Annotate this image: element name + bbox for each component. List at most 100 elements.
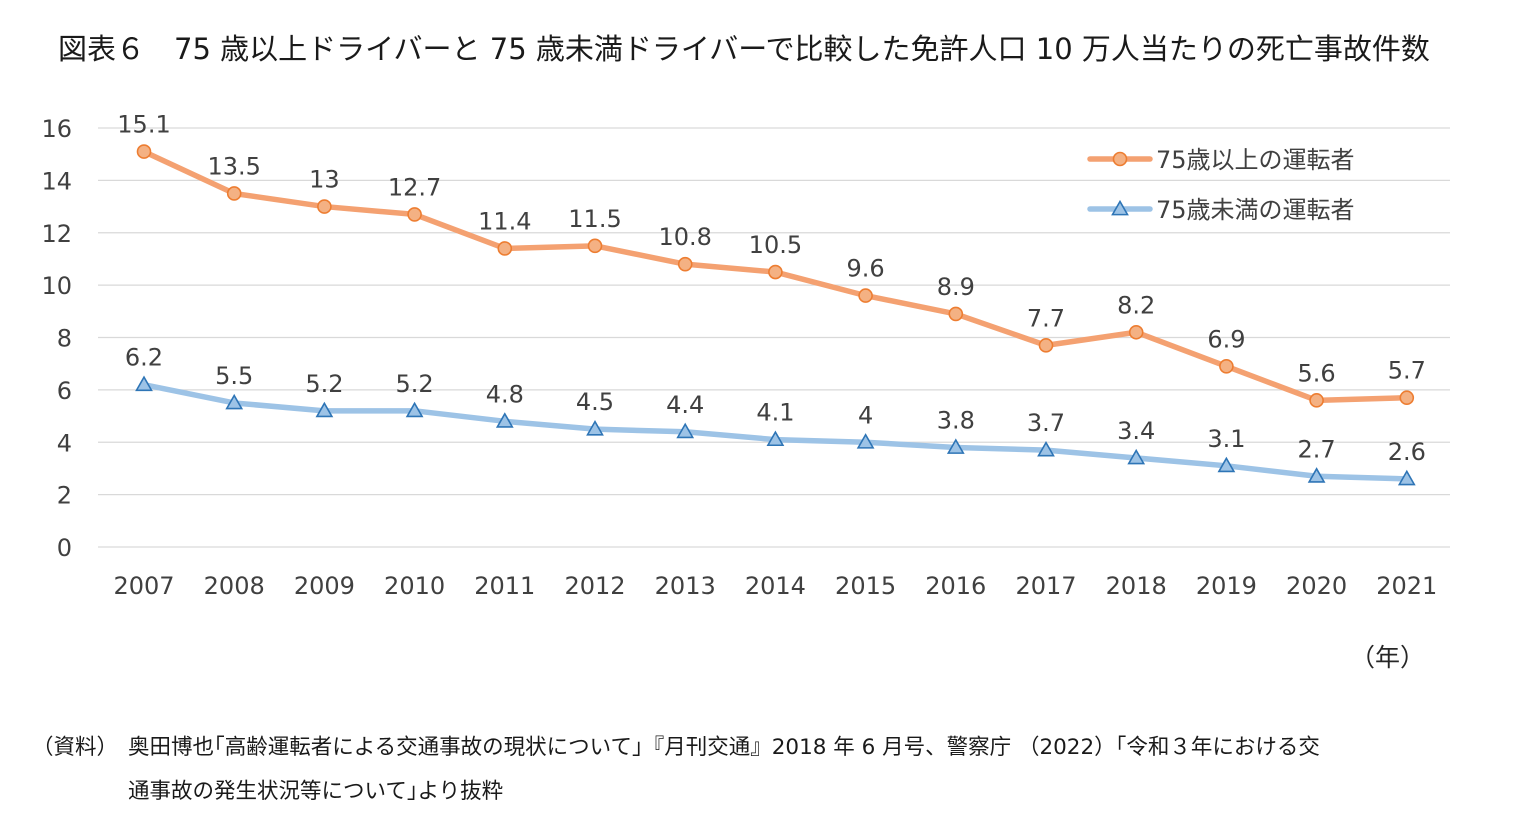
legend-marker-under75: [1111, 199, 1129, 216]
data-label-under75: 5.5: [215, 362, 253, 390]
data-point-over75: [317, 199, 332, 214]
data-point-under75: [676, 422, 695, 439]
y-tick-label: 14: [41, 167, 72, 195]
data-point-under75: [1037, 440, 1055, 457]
data-label-over75: 15.1: [117, 111, 170, 139]
data-label-over75: 13.5: [207, 152, 260, 180]
data-label-under75: 3.8: [937, 406, 975, 434]
data-point-over75: [768, 264, 783, 280]
data-labels: 15.1 13.5 13 12.7 11.4 11.5 10.8 10.5 9.6 8.9 7.7 8…: [117, 111, 1426, 466]
data-point-under75: [1217, 456, 1236, 473]
data-label-under75: 6.2: [125, 344, 163, 372]
legend-item-under75: 75歳未満の運転者: [1087, 196, 1355, 224]
data-point-over75: [497, 241, 513, 256]
x-tick-label: 2014: [745, 572, 806, 600]
data-label-under75: 4.8: [486, 380, 524, 408]
y-tick-label: 0: [57, 534, 72, 562]
data-label-under75: 4: [858, 401, 873, 429]
data-label-under75: 4.5: [576, 388, 614, 416]
legend-item-over75: 75歳以上の運転者: [1087, 146, 1355, 174]
data-label-under75: 2.7: [1298, 435, 1336, 463]
y-tick-label: 2: [57, 482, 72, 510]
legend-label-under75: 75歳未満の運転者: [1156, 196, 1355, 224]
source-line-1: （資料） 奥田博也｢高齢運転者による交通事故の現状について｣『月刊交通』2018 …: [32, 726, 1320, 770]
data-label-over75: 5.6: [1298, 359, 1336, 387]
data-point-over75: [1219, 359, 1234, 374]
x-tick-label: 2016: [925, 572, 986, 600]
data-point-over75: [677, 256, 693, 272]
data-point-under75: [1127, 448, 1146, 465]
x-axis-ticks: 2007 2008 2009 2010 2011 2012 2013 2014 2015 2016…: [113, 572, 1437, 600]
data-label-under75: 3.1: [1207, 425, 1245, 453]
data-point-under75: [586, 420, 604, 436]
legend-marker-over75: [1112, 151, 1128, 167]
data-label-under75: 4.4: [666, 391, 704, 419]
data-label-over75: 11.4: [478, 207, 531, 235]
data-label-under75: 2.6: [1388, 438, 1426, 466]
y-tick-label: 12: [41, 220, 72, 248]
data-label-over75: 11.5: [568, 205, 621, 233]
series-lines: [135, 144, 1416, 486]
x-tick-label: 2012: [564, 572, 625, 600]
data-label-under75: 4.1: [756, 399, 794, 427]
source-label: （資料）: [32, 735, 119, 760]
x-axis-unit-label: （年）: [1350, 643, 1426, 672]
data-point-over75: [136, 144, 152, 159]
data-point-over75: [948, 306, 964, 322]
data-point-under75: [856, 433, 875, 449]
data-label-over75: 13: [309, 166, 340, 194]
data-point-over75: [1128, 324, 1144, 340]
y-tick-label: 8: [57, 325, 72, 353]
data-point-under75: [946, 438, 965, 454]
y-axis-ticks: 0 2 4 6 8 10 12 14 16: [41, 115, 72, 562]
x-tick-label: 2018: [1106, 572, 1167, 600]
legend: 75歳以上の運転者 75歳未満の運転者: [1087, 146, 1355, 224]
legend-label-over75: 75歳以上の運転者: [1156, 146, 1355, 174]
y-tick-label: 6: [57, 377, 72, 405]
data-label-under75: 5.2: [305, 370, 343, 398]
data-label-over75: 6.9: [1207, 325, 1245, 353]
x-tick-label: 2008: [204, 572, 265, 600]
data-label-under75: 3.7: [1027, 409, 1065, 437]
data-point-over75: [587, 238, 603, 254]
data-label-over75: 10.8: [658, 223, 711, 251]
x-tick-label: 2019: [1196, 572, 1257, 600]
data-point-under75: [225, 393, 244, 410]
data-label-over75: 5.7: [1388, 357, 1426, 385]
x-tick-label: 2007: [113, 572, 174, 600]
data-point-under75: [766, 430, 785, 447]
x-tick-label: 2013: [655, 572, 716, 600]
x-tick-label: 2017: [1015, 572, 1076, 600]
x-tick-label: 2009: [294, 572, 355, 600]
x-tick-label: 2015: [835, 572, 896, 600]
y-tick-label: 4: [57, 429, 72, 457]
data-point-under75: [315, 401, 334, 418]
source-line-2: 通事故の発生状況等について｣より抜粋: [128, 779, 504, 804]
data-point-under75: [1397, 469, 1416, 486]
x-tick-label: 2010: [384, 572, 445, 600]
data-point-under75: [405, 401, 424, 418]
data-label-over75: 10.5: [749, 231, 802, 259]
source-note: （資料） 奥田博也｢高齢運転者による交通事故の現状について｣『月刊交通』2018 …: [32, 726, 1320, 814]
data-label-under75: 5.2: [396, 370, 434, 398]
chart-title: 図表６ 75 歳以上ドライバーと 75 歳未満ドライバーで比較した免許人口 10…: [58, 32, 1430, 66]
y-tick-label: 16: [41, 115, 72, 143]
x-tick-label: 2020: [1286, 572, 1347, 600]
data-label-over75: 8.2: [1117, 291, 1155, 319]
data-point-under75: [495, 412, 514, 428]
data-point-over75: [858, 288, 873, 303]
data-label-over75: 8.9: [937, 273, 975, 301]
y-tick-label: 10: [41, 272, 72, 300]
data-point-under75: [135, 375, 153, 392]
data-point-under75: [1307, 467, 1326, 483]
x-tick-label: 2011: [474, 572, 535, 600]
source-text-1: 奥田博也｢高齢運転者による交通事故の現状について｣『月刊交通』2018 年 6 …: [128, 735, 1320, 760]
data-label-over75: 9.6: [847, 255, 885, 283]
data-point-over75: [407, 207, 422, 222]
data-point-over75: [1399, 390, 1415, 406]
data-label-under75: 3.4: [1117, 417, 1155, 445]
gridlines: [98, 127, 1450, 548]
data-point-over75: [1309, 393, 1324, 408]
data-point-over75: [226, 186, 242, 201]
